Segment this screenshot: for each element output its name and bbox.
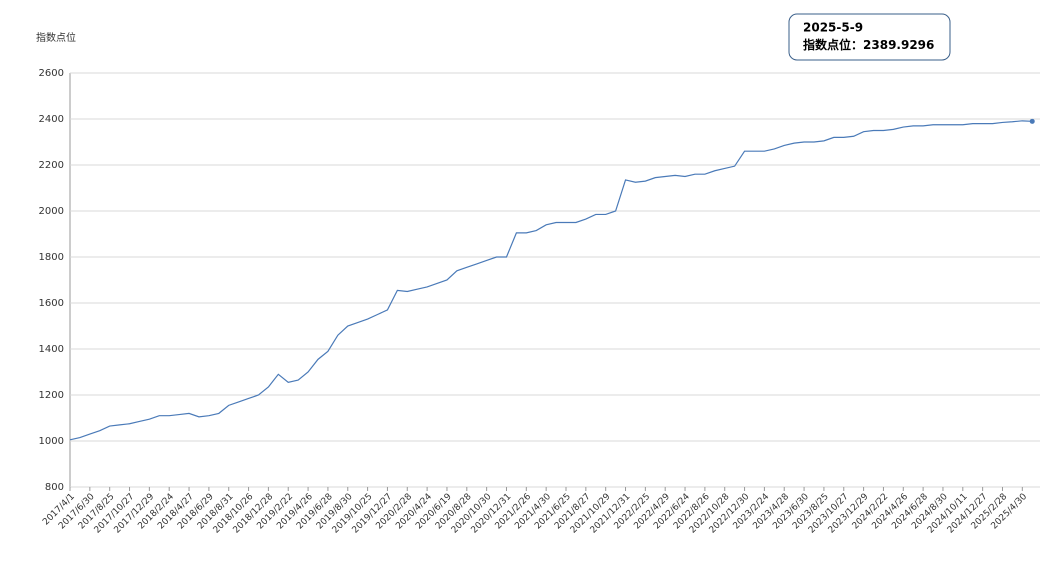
y-tick-label: 2000 [39, 206, 64, 217]
tooltip: 2025-5-9 指数点位：2389.9296 [788, 13, 951, 61]
y-tick-label: 2200 [39, 160, 64, 171]
tooltip-label: 指数点位： [803, 37, 863, 52]
line [69, 120, 1033, 441]
y-tick-label: 1600 [39, 298, 64, 309]
point [1029, 118, 1035, 124]
y-axis-label: 指数点位 [36, 31, 76, 44]
y-tick-label: 2600 [39, 68, 64, 79]
tooltip-box [788, 13, 951, 61]
tooltip-date: 2025-5-9 [803, 21, 863, 35]
y-tick-label: 2400 [39, 114, 64, 125]
y-tick-label: 1800 [39, 252, 64, 263]
y-tick-label: 800 [45, 482, 64, 493]
y-tick-label: 1000 [39, 436, 64, 447]
y-tick-label: 1400 [39, 344, 64, 355]
y-tick-label: 1200 [39, 390, 64, 401]
tooltip-value: 2389.9296 [863, 38, 934, 52]
tooltip-text: 指数点位：2389.9296 [803, 37, 934, 52]
